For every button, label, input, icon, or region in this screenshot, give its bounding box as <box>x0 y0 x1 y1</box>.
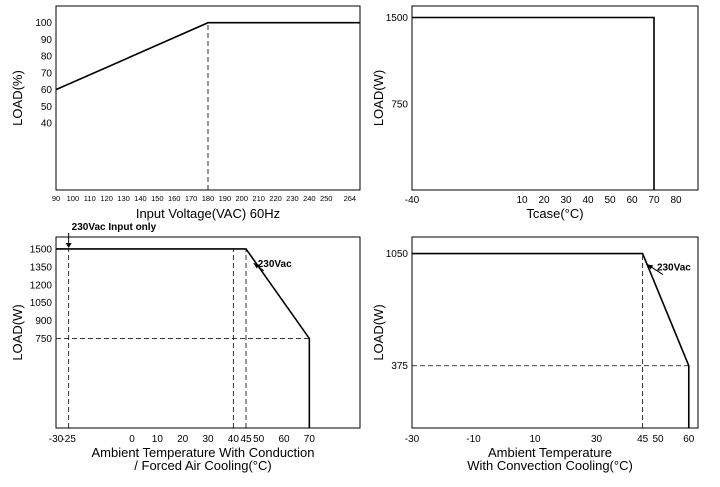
chart-3: -30-25 0 10 20 30 40 45 50 60 70 750 900 1050 1200 135… <box>10 222 361 473</box>
x-tick-label: 30 <box>591 434 603 445</box>
chart-4: -30 -10 10 30 45 50 60 375 1050 Ambient Temperatu… <box>371 236 699 473</box>
x-axis-label: / Forced Air Cooling(°C) <box>134 458 271 473</box>
x-tick-label: 70 <box>304 434 316 445</box>
y-axis-label: LOAD(W) <box>371 304 386 360</box>
x-tick-label: -30 <box>405 434 420 445</box>
x-tick-label: 60 <box>278 434 290 445</box>
plot-frame <box>55 236 361 429</box>
x-tick-label: 250 <box>320 194 333 203</box>
x-axis-label: Ambient Temperature With Conduction <box>91 445 314 460</box>
x-tick-label: 0 <box>129 434 135 445</box>
y-tick-label: 1500 <box>386 13 409 24</box>
annotation-label: 230Vac <box>258 259 292 270</box>
y-tick-label: 1200 <box>30 280 53 291</box>
x-tick-label: 30 <box>560 195 572 206</box>
annotation-arrowhead <box>647 264 654 270</box>
x-tick-label: 220 <box>269 194 282 203</box>
x-tick-label: 45 <box>240 434 252 445</box>
x-tick-label: 20 <box>538 195 550 206</box>
x-tick-label: 50 <box>652 434 664 445</box>
x-tick-label: 180 <box>202 194 215 203</box>
x-tick-label: 40 <box>582 195 594 206</box>
x-tick-label: 10 <box>516 195 528 206</box>
series-line <box>55 21 360 91</box>
x-tick-label: 50 <box>604 195 616 206</box>
x-tick-label: -10 <box>466 434 481 445</box>
y-tick-label: 90 <box>41 35 53 46</box>
x-tick-label: 100 <box>67 194 80 203</box>
annotation-label: 230Vac Input only <box>72 222 157 233</box>
y-tick-label: 40 <box>41 119 53 130</box>
x-tick-label: 10 <box>529 434 541 445</box>
annotation-label: 230Vac <box>657 263 691 274</box>
y-axis-label: LOAD(%) <box>10 70 25 126</box>
y-axis-label: LOAD(W) <box>10 304 25 360</box>
x-tick-label: 210 <box>252 194 265 203</box>
x-tick-label: 240 <box>303 194 316 203</box>
y-tick-label: 70 <box>41 68 53 79</box>
x-tick-label: 170 <box>185 194 198 203</box>
y-tick-label: 750 <box>391 99 408 110</box>
x-tick-label: 110 <box>84 194 96 203</box>
y-tick-label: 900 <box>35 316 52 327</box>
annotation-arrowhead <box>253 263 260 269</box>
y-axis-label: LOAD(W) <box>371 70 386 126</box>
x-tick-label: 20 <box>177 434 189 445</box>
x-tick-label: 130 <box>117 194 130 203</box>
x-tick-label: 190 <box>219 194 232 203</box>
plot-frame <box>411 5 699 191</box>
x-tick-label: -25 <box>61 434 76 445</box>
x-tick-label: 140 <box>134 194 147 203</box>
series-line <box>412 16 655 190</box>
y-tick-label: 60 <box>41 85 53 96</box>
x-tick-label: 30 <box>202 434 214 445</box>
series-line <box>56 248 311 428</box>
x-axis-label: Tcase(°C) <box>526 206 583 221</box>
x-axis-label: Input Voltage(VAC) 60Hz <box>136 206 280 221</box>
y-tick-label: 1350 <box>30 262 53 273</box>
annotation-arrowhead <box>65 242 72 248</box>
x-tick-label: 50 <box>253 434 265 445</box>
chart-1: 90 100 110 120 130 140 150 160 170 180 190 200 210 22… <box>10 5 361 221</box>
x-tick-label: 200 <box>236 194 249 203</box>
x-tick-label: 120 <box>100 194 113 203</box>
x-tick-label: 150 <box>151 194 164 203</box>
x-tick-label: 45 <box>637 434 649 445</box>
x-tick-label: 160 <box>168 194 181 203</box>
y-tick-label: 100 <box>35 18 52 29</box>
x-tick-label: -30 <box>49 434 64 445</box>
y-tick-label: 1050 <box>30 298 53 309</box>
x-axis-label: With Convection Cooling(°C) <box>467 458 633 473</box>
x-tick-label: 90 <box>52 194 60 203</box>
x-tick-label: 264 <box>344 194 357 203</box>
chart-2: -40 10 20 30 40 50 60 70 80 750 1500 Tcase(°C) LOAD(… <box>371 5 699 221</box>
x-tick-label: 70 <box>648 195 660 206</box>
x-tick-label: 40 <box>228 434 240 445</box>
y-tick-label: 50 <box>41 102 53 113</box>
plot-frame <box>411 236 699 429</box>
x-tick-label: 60 <box>626 195 638 206</box>
x-axis-label: Ambient Temperature <box>488 445 612 460</box>
x-tick-label: 80 <box>670 195 682 206</box>
series-line <box>412 252 690 428</box>
y-tick-label: 1050 <box>386 249 409 260</box>
x-tick-label: 230 <box>286 194 299 203</box>
y-tick-label: 375 <box>391 361 408 372</box>
x-tick-label: -40 <box>405 195 420 206</box>
y-tick-label: 1500 <box>30 244 53 255</box>
y-tick-label: 750 <box>35 334 52 345</box>
x-tick-label: 10 <box>152 434 164 445</box>
x-tick-label: 60 <box>683 434 695 445</box>
y-tick-label: 80 <box>41 52 53 63</box>
